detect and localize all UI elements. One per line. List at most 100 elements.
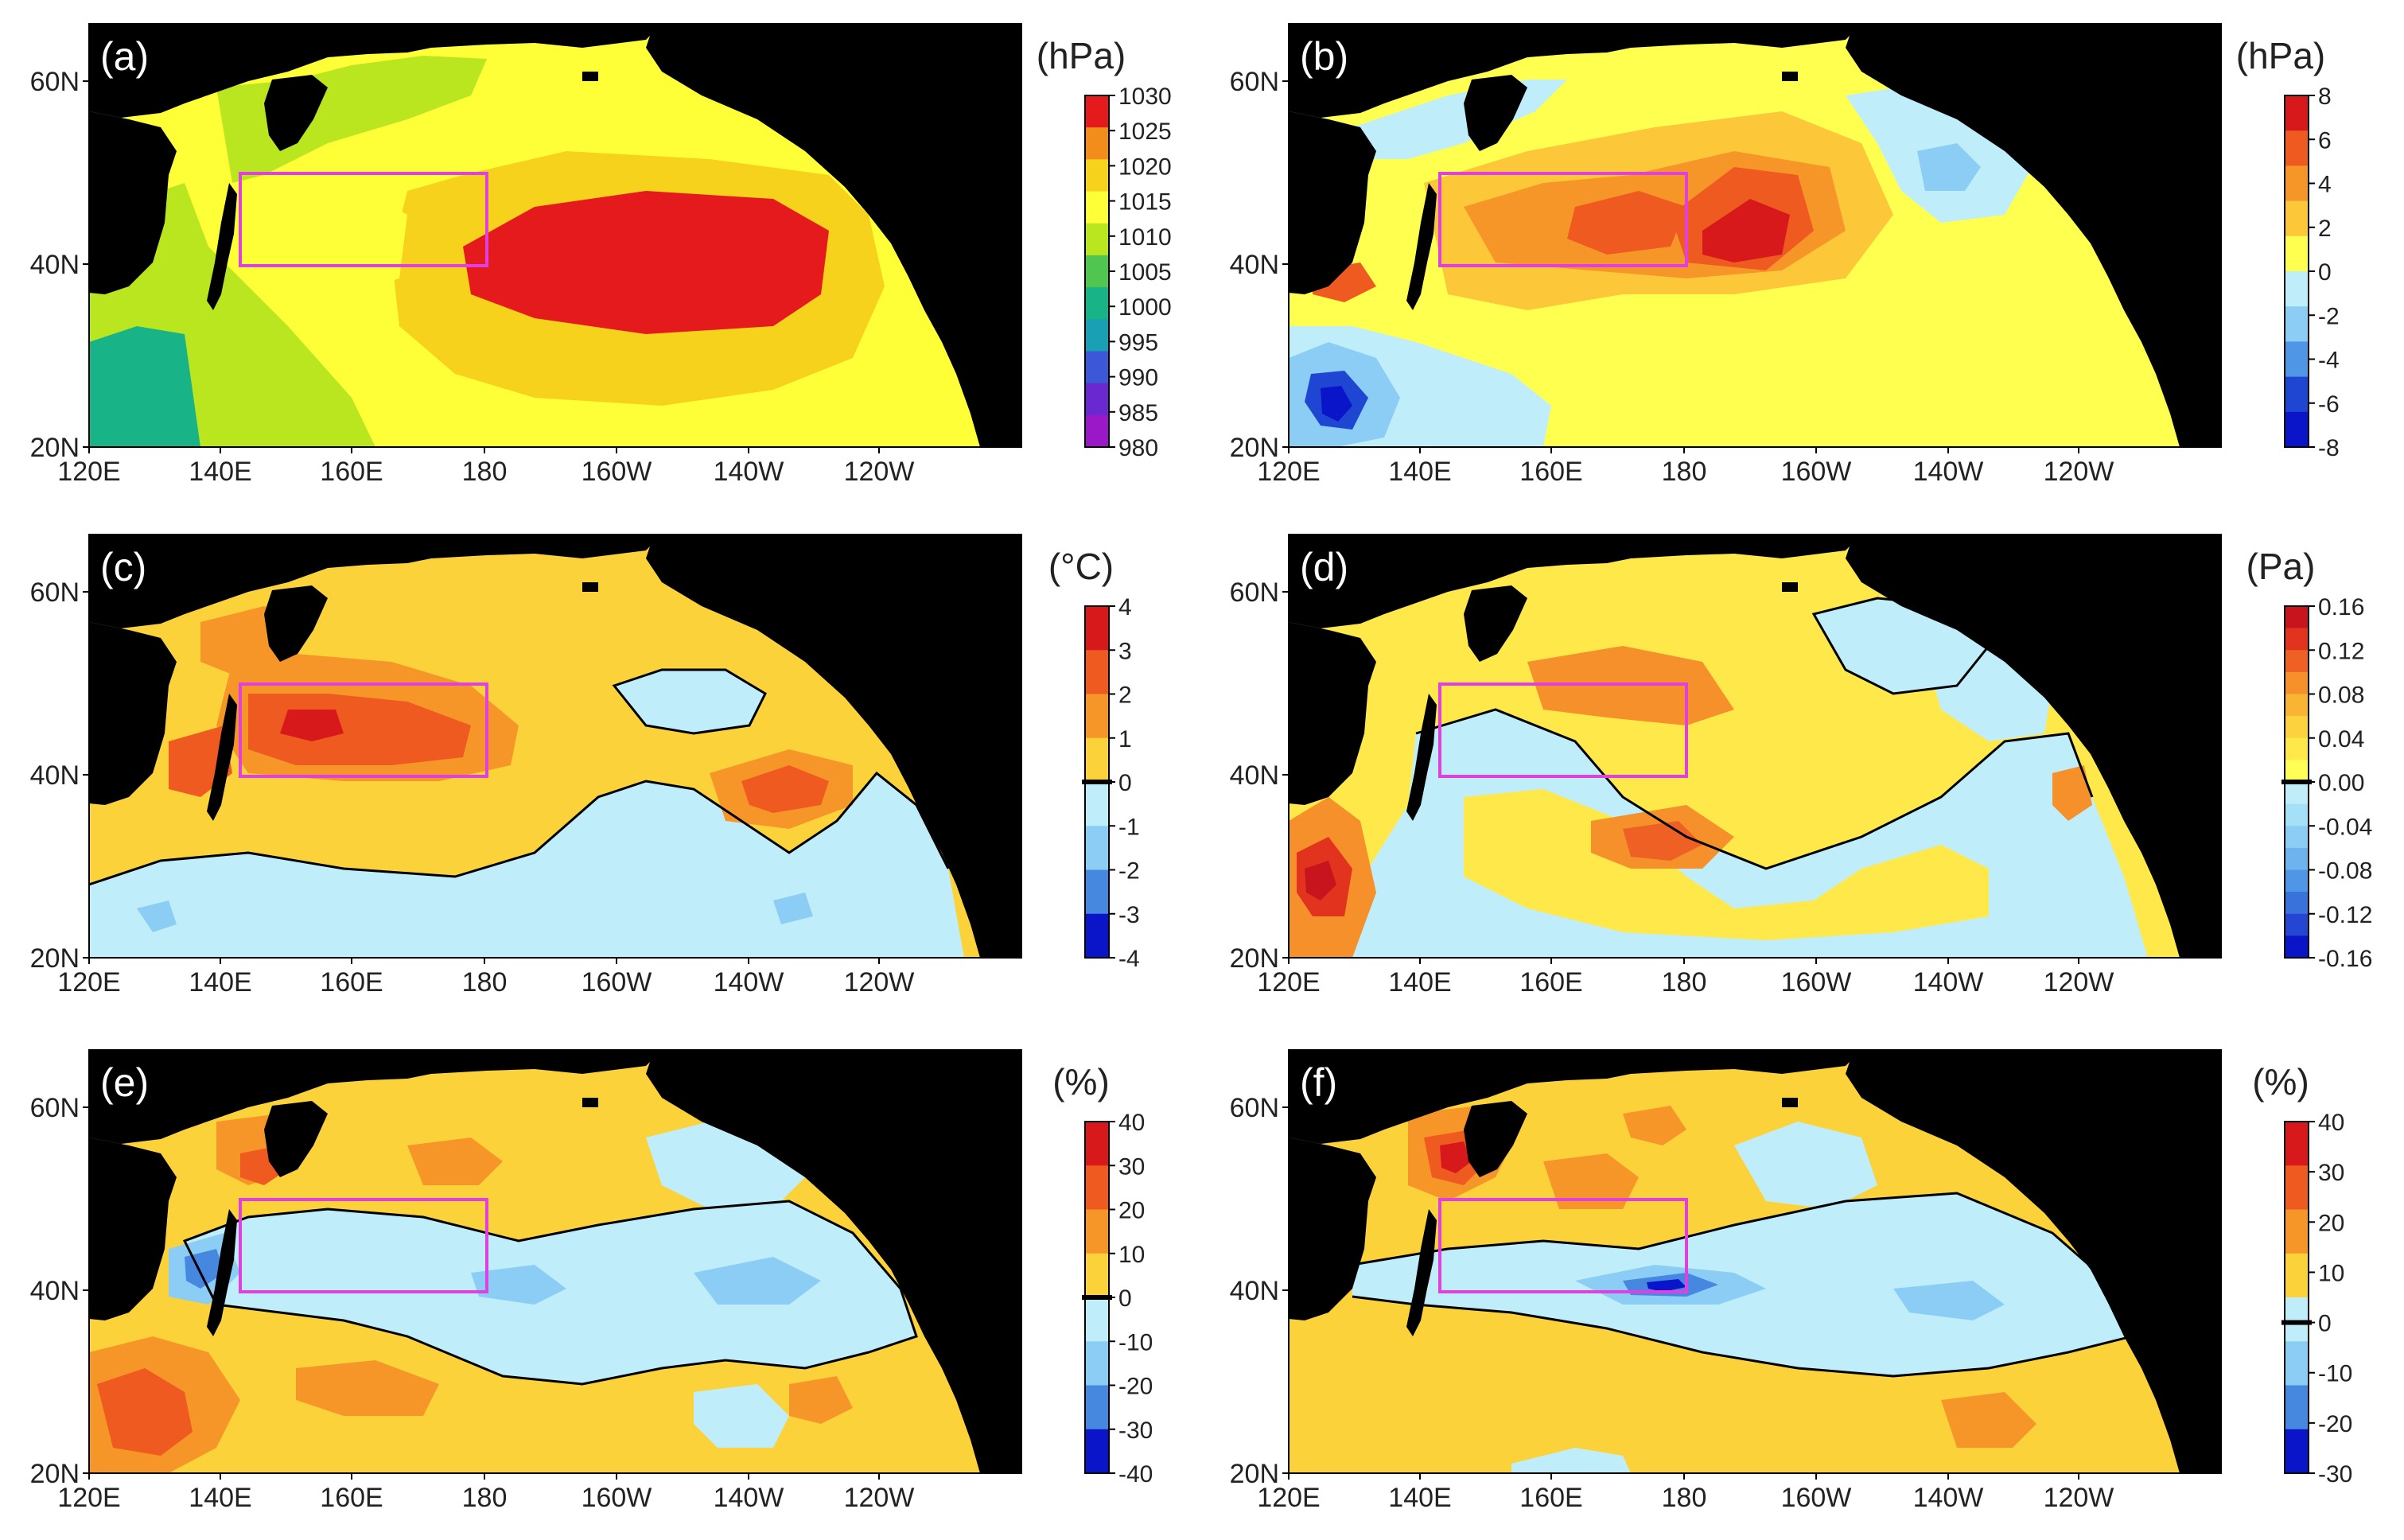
land-mask — [1846, 535, 2221, 958]
colorbar: (Pa)0.16 0.12 0.08 0.04 0.00 -0.04 -0.08 -0.12 -… — [2246, 546, 2373, 972]
land-mask — [89, 111, 177, 294]
colorbar-tick-label: -30 — [1118, 1418, 1153, 1444]
colorbar-tick-label: -4 — [1118, 946, 1140, 972]
colorbar-tick-label: -0.12 — [2318, 902, 2372, 928]
land-mask — [89, 535, 662, 628]
lat-tick-label: 40N — [30, 760, 80, 791]
lon-tick-label: 180 — [462, 457, 508, 487]
colorbar-segment — [2285, 411, 2309, 448]
colorbar-tick-label: -20 — [1118, 1374, 1153, 1400]
lon-tick-label: 160E — [1519, 457, 1582, 487]
contour-region-12 — [1623, 1106, 1686, 1145]
lat-tick-label: 60N — [1230, 1093, 1279, 1123]
panel-d-map — [1289, 535, 2221, 958]
colorbar-zero-marker — [2281, 780, 2312, 784]
colorbar-zero-marker — [1082, 780, 1112, 784]
contour-region-2 — [137, 900, 177, 932]
colorbar-segment — [2285, 1297, 2309, 1342]
lat-tick-label: 20N — [1230, 1459, 1279, 1489]
contour-region-6 — [1647, 1279, 1686, 1292]
contour-region-7 — [280, 710, 344, 741]
colorbar-tick-label: 2 — [1118, 682, 1132, 709]
colorbar-segment — [2285, 235, 2309, 272]
lat-tick-label: 20N — [30, 433, 80, 463]
land-mask — [1289, 1138, 1376, 1320]
colorbar-segment — [2285, 271, 2309, 307]
colorbar-segment — [2285, 913, 2309, 936]
lon-tick-label: 120W — [2044, 1483, 2114, 1513]
land-mask — [2157, 582, 2167, 592]
colorbar-tick-label: 0.16 — [2318, 594, 2364, 620]
lon-tick-label: 140W — [714, 1483, 784, 1513]
colorbar-segment — [1085, 650, 1109, 694]
study-region-box — [239, 172, 488, 267]
land-mask — [1406, 183, 1437, 310]
plot-frame — [1288, 23, 2222, 448]
contour-region-1 — [89, 773, 964, 958]
lon-tick-label: 120W — [2044, 967, 2114, 998]
lon-tick-label: 120W — [844, 457, 915, 487]
colorbar-segment — [2285, 1253, 2309, 1298]
lon-tick-label: 120W — [844, 1483, 915, 1513]
colorbar-tick-label: 1020 — [1118, 154, 1172, 180]
lon-tick-label: 140E — [189, 967, 251, 998]
colorbar-segment — [2285, 130, 2309, 166]
colorbar-segment — [1085, 127, 1109, 160]
land-mask — [2157, 1098, 2167, 1107]
contour-region-7 — [1893, 1281, 2005, 1320]
panel-label: (c) — [100, 545, 146, 589]
colorbar-segment — [2285, 1122, 2309, 1166]
land-mask — [1289, 24, 1861, 118]
contour-region-7 — [694, 1257, 821, 1305]
colorbar-tick-label: -4 — [2318, 348, 2340, 374]
colorbar-segment — [2285, 1385, 2309, 1430]
colorbar-segment — [2285, 650, 2309, 673]
colorbar-zero-marker — [2281, 1320, 2312, 1325]
colorbar-tick-label: 0 — [1118, 770, 1132, 796]
lon-tick-label: 140E — [1388, 967, 1451, 998]
contour-region-6 — [471, 1265, 566, 1305]
panel-label: (e) — [100, 1060, 149, 1105]
colorbar-segment — [2285, 376, 2309, 413]
contour-region-10 — [1567, 191, 1686, 255]
lon-tick-label: 160W — [582, 967, 652, 998]
colorbar: (hPa) 8 6 4 2 0 -2 -4 -6 -8 — [2236, 35, 2340, 461]
plot-frame — [88, 1049, 1022, 1474]
land-mask — [1289, 622, 1376, 805]
plot-frame — [1288, 1049, 2222, 1474]
colorbar-segment — [2285, 200, 2309, 237]
zero-contour-line — [182, 1200, 918, 1386]
land-mask — [89, 1138, 177, 1320]
panel-e-map — [89, 1050, 1021, 1473]
colorbar-segment — [2285, 803, 2309, 826]
lon-tick-label: 120W — [844, 967, 915, 998]
land-mask — [1782, 72, 1798, 81]
colorbar-tick-label: 10 — [2318, 1260, 2344, 1286]
colorbar-tick-label: 990 — [1118, 365, 1158, 391]
colorbar-segment — [2285, 306, 2309, 342]
land-mask — [89, 1050, 662, 1144]
panel-c-map — [89, 535, 1021, 958]
contour-region-2 — [1734, 1122, 1877, 1209]
lat-tick-label: 40N — [30, 250, 80, 280]
colorbar-tick-label: 40 — [2318, 1110, 2344, 1136]
colorbar-tick-label: 3 — [1118, 638, 1132, 664]
lon-tick-label: 180 — [1662, 457, 1707, 487]
study-region-box — [1438, 172, 1688, 267]
colorbar-segment — [2285, 892, 2309, 915]
lon-tick-label: 180 — [1662, 967, 1707, 998]
contour-region-12 — [407, 1138, 503, 1185]
lon-tick-label: 140E — [189, 457, 251, 487]
plot-frame — [1288, 534, 2222, 959]
colorbar-segment — [1085, 1165, 1109, 1210]
colorbar-segment — [1085, 1385, 1109, 1430]
contour-region-3 — [89, 326, 200, 447]
contour-region-13 — [296, 1360, 439, 1416]
colorbar-tick-label: 6 — [2318, 127, 2332, 154]
lon-tick-label: 180 — [462, 1483, 508, 1513]
colorbar-tick-label: -20 — [2318, 1411, 2352, 1437]
lat-tick-label: 20N — [1230, 433, 1279, 463]
colorbar-unit: (hPa) — [2236, 35, 2325, 76]
